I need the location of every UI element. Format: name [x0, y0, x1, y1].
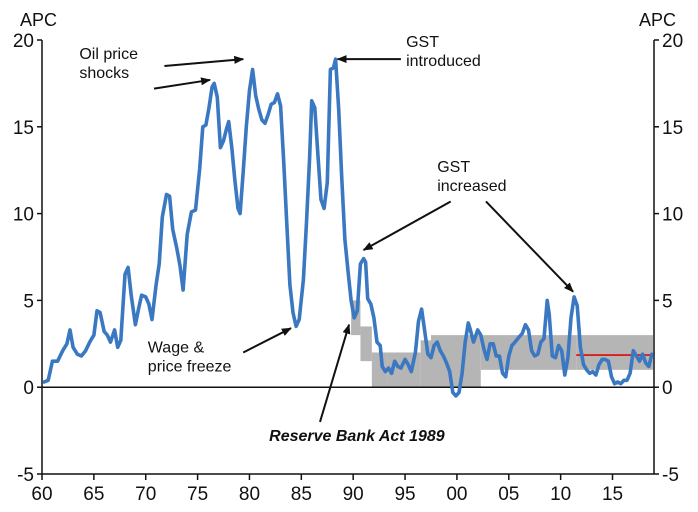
y-axis-label-left: APC — [20, 10, 57, 30]
annotation-arrow — [164, 55, 245, 68]
y-tick-label-left: -5 — [17, 465, 34, 486]
annotation-oil: Oil price shocks — [79, 46, 245, 90]
y-axis-ticks: -5 -5 0 0 5 5 10 10 15 15 20 20 — [13, 31, 683, 486]
y-axis-label-right: APC — [639, 10, 676, 30]
x-tick-label: 80 — [239, 484, 260, 505]
annotation-gst_intro: GST introduced — [336, 34, 481, 70]
plot-frame — [41, 40, 655, 475]
y-tick-label-left: 20 — [13, 31, 34, 52]
annotation-text: GST — [437, 159, 470, 176]
series-layer — [42, 57, 654, 398]
annotation-arrow — [362, 200, 452, 251]
x-tick-label: 00 — [446, 484, 467, 505]
x-tick-label: 90 — [343, 484, 364, 505]
target-band-2 — [371, 352, 388, 388]
x-tick-label: 75 — [187, 484, 208, 505]
x-axis-ticks: 60 65 70 75 80 85 90 95 00 05 10 15 — [31, 474, 623, 505]
y-tick-label-left: 10 — [13, 205, 34, 226]
series-line-0 — [42, 57, 654, 398]
annotation-arrow — [153, 77, 212, 90]
y-tick-label-right: 10 — [662, 205, 683, 226]
target-band-7 — [576, 335, 653, 370]
annotation-arrow — [319, 323, 351, 423]
annotation-text: GST — [406, 34, 439, 51]
x-tick-label: 95 — [394, 484, 415, 505]
y-tick-label-right: 15 — [662, 118, 683, 139]
annotation-text: Oil price — [79, 46, 138, 63]
x-tick-label: 70 — [135, 484, 156, 505]
x-tick-label: 85 — [291, 484, 312, 505]
annotation-text: introduced — [406, 53, 481, 70]
annotation-text: Reserve Bank Act 1989 — [269, 428, 445, 445]
annotations: Oil price shocks GST introduced GST increased… — [79, 34, 574, 445]
annotation-text: increased — [437, 178, 506, 195]
x-tick-label: 15 — [602, 484, 623, 505]
y-tick-label-right: -5 — [662, 465, 679, 486]
x-tick-label: 05 — [498, 484, 519, 505]
x-tick-label: 10 — [550, 484, 571, 505]
y-tick-label-left: 15 — [13, 118, 34, 139]
annotation-wage: Wage & price freeze — [148, 327, 292, 375]
y-tick-label-left: 0 — [23, 378, 34, 399]
annotation-text: price freeze — [148, 358, 232, 375]
annotation-rba: Reserve Bank Act 1989 — [269, 323, 445, 445]
annotation-arrow — [485, 200, 574, 293]
target-band-4 — [420, 340, 431, 388]
annotation-text: Wage & — [148, 339, 205, 356]
annotation-text: shocks — [79, 65, 129, 82]
x-tick-label: 60 — [31, 484, 52, 505]
annotation-gst_inc: GST increased — [362, 159, 574, 293]
target-band-1 — [360, 326, 372, 362]
y-tick-label-left: 5 — [23, 291, 34, 312]
annotation-arrow — [242, 327, 292, 354]
x-tick-label: 65 — [83, 484, 104, 505]
y-tick-label-right: 20 — [662, 31, 683, 52]
y-tick-label-right: 0 — [662, 378, 673, 399]
y-tick-label-right: 5 — [662, 291, 673, 312]
